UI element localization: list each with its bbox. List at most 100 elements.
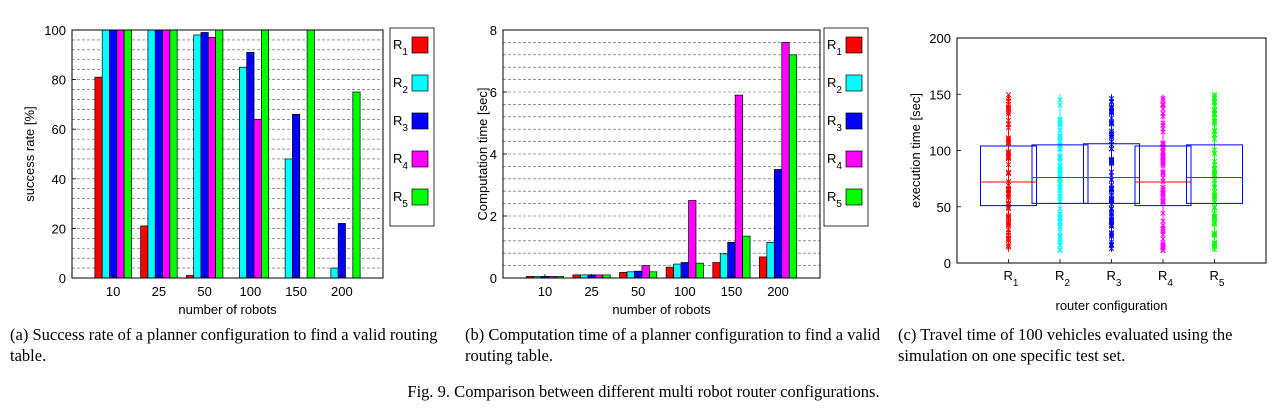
box-marker-R5 bbox=[1211, 119, 1218, 125]
box-marker-R3 bbox=[1108, 110, 1115, 116]
box-R3 bbox=[1083, 143, 1140, 204]
box-marker-R3 bbox=[1108, 119, 1115, 125]
box-marker-R4 bbox=[1160, 148, 1166, 155]
bar-a-xtick-label: 200 bbox=[331, 284, 353, 299]
box-marker-R2 bbox=[1057, 169, 1063, 175]
box-marker-R3 bbox=[1108, 185, 1115, 191]
box-marker-R2 bbox=[1057, 178, 1063, 184]
bar-b-bar-R1-150 bbox=[712, 262, 721, 279]
box-marker-R3 bbox=[1108, 169, 1115, 175]
box-marker-R1 bbox=[1005, 162, 1012, 168]
box-marker-R2 bbox=[1057, 205, 1063, 212]
box-marker-R1 bbox=[1005, 214, 1012, 221]
box-marker-R1 bbox=[1005, 200, 1012, 206]
box-marker-R4 bbox=[1160, 110, 1166, 117]
box-marker-R3 bbox=[1108, 241, 1115, 247]
box-marker-R4 bbox=[1160, 200, 1166, 206]
bar-b-legend-swatch-R3 bbox=[845, 112, 863, 130]
box-marker-R2 bbox=[1057, 120, 1063, 126]
box-R4 bbox=[1134, 145, 1192, 207]
bar-a-ytick-label: 20 bbox=[52, 221, 66, 236]
bar-a-bar-R2-25 bbox=[147, 29, 156, 279]
box-marker-R5 bbox=[1211, 91, 1218, 98]
bar-a-bar-R3-100 bbox=[246, 51, 255, 279]
bar-b-bar-R2-200 bbox=[766, 242, 775, 279]
box-marker-R5 bbox=[1211, 232, 1218, 238]
figure-caption: Fig. 9. Comparison between different mul… bbox=[407, 382, 880, 401]
box-marker-R2 bbox=[1057, 97, 1063, 103]
bar-a-bar-R3-10 bbox=[109, 29, 118, 279]
bar-a-legend-label-R2: R2 bbox=[393, 75, 408, 96]
bar-a-ytick-label: 80 bbox=[52, 73, 66, 88]
bar-b-bar-R2-50 bbox=[626, 271, 635, 279]
box-marker-R4 bbox=[1160, 227, 1166, 233]
box-marker-R5 bbox=[1211, 205, 1218, 211]
box-xtick-label-R5: R5 bbox=[1210, 268, 1225, 289]
box-marker-R1 bbox=[1005, 135, 1012, 141]
box-R2 bbox=[1031, 144, 1089, 204]
box-marker-R4 bbox=[1160, 101, 1166, 108]
box-marker-R4 bbox=[1160, 150, 1166, 156]
box-marker-R5 bbox=[1211, 165, 1218, 171]
subcaption-b: (b) Computation time of a planner config… bbox=[465, 325, 881, 365]
box-marker-R2 bbox=[1057, 224, 1063, 230]
box-marker-R3 bbox=[1108, 197, 1115, 204]
box-marker-R5 bbox=[1211, 107, 1218, 113]
box-ytick-label: 150 bbox=[929, 87, 951, 102]
bar-b-legend-swatch-R4 bbox=[845, 150, 863, 168]
box-ylabel: execution time [sec] bbox=[908, 93, 923, 208]
box-marker-R3 bbox=[1108, 156, 1115, 162]
box-marker-R3 bbox=[1108, 217, 1115, 223]
bar-b-xtick-label: 200 bbox=[767, 284, 789, 299]
box-marker-R1 bbox=[1005, 140, 1012, 147]
box-marker-R2 bbox=[1057, 242, 1063, 248]
bar-a-ytick-label: 0 bbox=[59, 271, 66, 286]
bar-b-xtick-label: 25 bbox=[584, 284, 598, 299]
chart-success-rate: 10 25 50 100 150 200 0 20 40 60 80 100 number of rob… bbox=[22, 23, 435, 317]
bar-a-xtick-label: 25 bbox=[152, 284, 166, 299]
bar-b-legend-swatch-R5 bbox=[845, 188, 863, 206]
bar-b-legend-label-R1: R1 bbox=[827, 37, 842, 58]
bar-b-bar-R5-50 bbox=[649, 271, 658, 279]
bar-b-xtick-label: 50 bbox=[631, 284, 645, 299]
bar-a-xtick-label: 10 bbox=[106, 284, 120, 299]
box-marker-R3 bbox=[1108, 99, 1115, 105]
box-marker-R2 bbox=[1057, 167, 1063, 173]
box-marker-R1 bbox=[1005, 169, 1012, 175]
box-marker-R2 bbox=[1057, 171, 1063, 178]
box-marker-R5 bbox=[1211, 215, 1218, 221]
box-marker-R1 bbox=[1005, 110, 1012, 117]
bar-b-legend: R1 R2 R3 R4 R5 bbox=[823, 27, 869, 227]
box-marker-R5 bbox=[1211, 132, 1218, 138]
bar-a-bar-R1-25 bbox=[140, 225, 149, 279]
bar-b-legend-swatch-R2 bbox=[845, 74, 863, 92]
box-marker-R5 bbox=[1211, 189, 1218, 195]
box-xtick-label-R3: R3 bbox=[1107, 268, 1122, 289]
bar-b-legend-label-R3: R3 bbox=[827, 113, 842, 134]
box-marker-R5 bbox=[1211, 150, 1218, 157]
bar-b-ytick-label: 6 bbox=[490, 85, 497, 100]
box-marker-R3 bbox=[1108, 218, 1115, 225]
box-marker-R1 bbox=[1005, 244, 1012, 250]
bar-a-bar-R2-100 bbox=[239, 66, 248, 279]
box-marker-R2 bbox=[1057, 234, 1063, 240]
box-marker-R5 bbox=[1211, 230, 1218, 236]
box-marker-R2 bbox=[1057, 185, 1063, 191]
box-marker-R1 bbox=[1005, 155, 1012, 161]
box-marker-R2 bbox=[1057, 247, 1063, 254]
box-marker-R4 bbox=[1160, 247, 1166, 253]
bar-a-bar-R2-200 bbox=[330, 267, 339, 279]
box-marker-R4 bbox=[1160, 197, 1166, 204]
box-marker-R4 bbox=[1160, 170, 1166, 176]
box-marker-R5 bbox=[1211, 100, 1218, 106]
bar-a-bar-R3-50 bbox=[200, 32, 209, 279]
box-ytick-label: 200 bbox=[929, 31, 951, 46]
box-marker-R1 bbox=[1005, 148, 1012, 155]
box-marker-R2 bbox=[1057, 214, 1063, 220]
box-marker-R3 bbox=[1108, 108, 1115, 114]
box-marker-R1 bbox=[1005, 185, 1012, 192]
box-marker-R4 bbox=[1160, 155, 1166, 161]
bar-b-bar-R3-200 bbox=[773, 169, 783, 279]
bar-b-ytick-label: 8 bbox=[490, 23, 497, 38]
bar-b-xlabel: number of robots bbox=[612, 302, 711, 317]
